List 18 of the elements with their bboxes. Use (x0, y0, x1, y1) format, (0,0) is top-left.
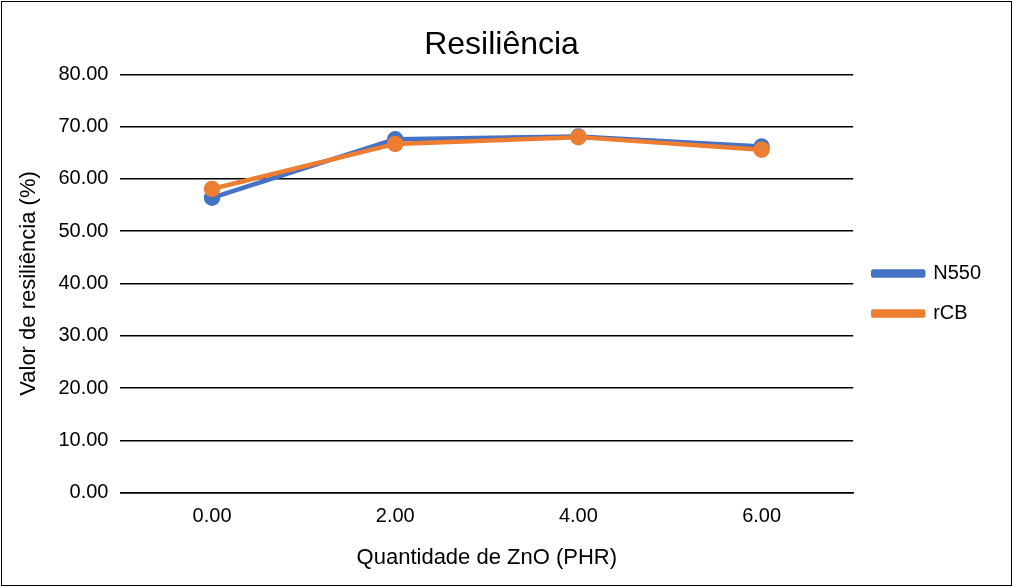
y-tick-label: 10.00 (58, 427, 109, 450)
legend-label: N550 (933, 261, 981, 284)
y-tick-label: 0.00 (69, 480, 109, 503)
y-tick-label: 60.00 (58, 166, 109, 189)
y-tick-label: 40.00 (58, 271, 109, 294)
x-tick-label: 6.00 (742, 504, 782, 527)
y-tick-label: 70.00 (58, 114, 109, 137)
legend-label: rCB (933, 301, 968, 324)
x-axis-title: Quantidade de ZnO (PHR) (356, 543, 618, 569)
y-tick-label: 20.00 (58, 375, 109, 398)
x-tick-label: 4.00 (558, 504, 598, 527)
y-axis-title: Valor de resiliência (%) (15, 171, 41, 396)
x-tick-label: 0.00 (192, 504, 232, 527)
chart-title: Resiliência (424, 25, 580, 62)
x-tick-label: 2.00 (375, 504, 415, 527)
y-tick-label: 80.00 (58, 61, 109, 84)
y-tick-label: 30.00 (58, 323, 109, 346)
y-tick-label: 50.00 (58, 218, 109, 241)
